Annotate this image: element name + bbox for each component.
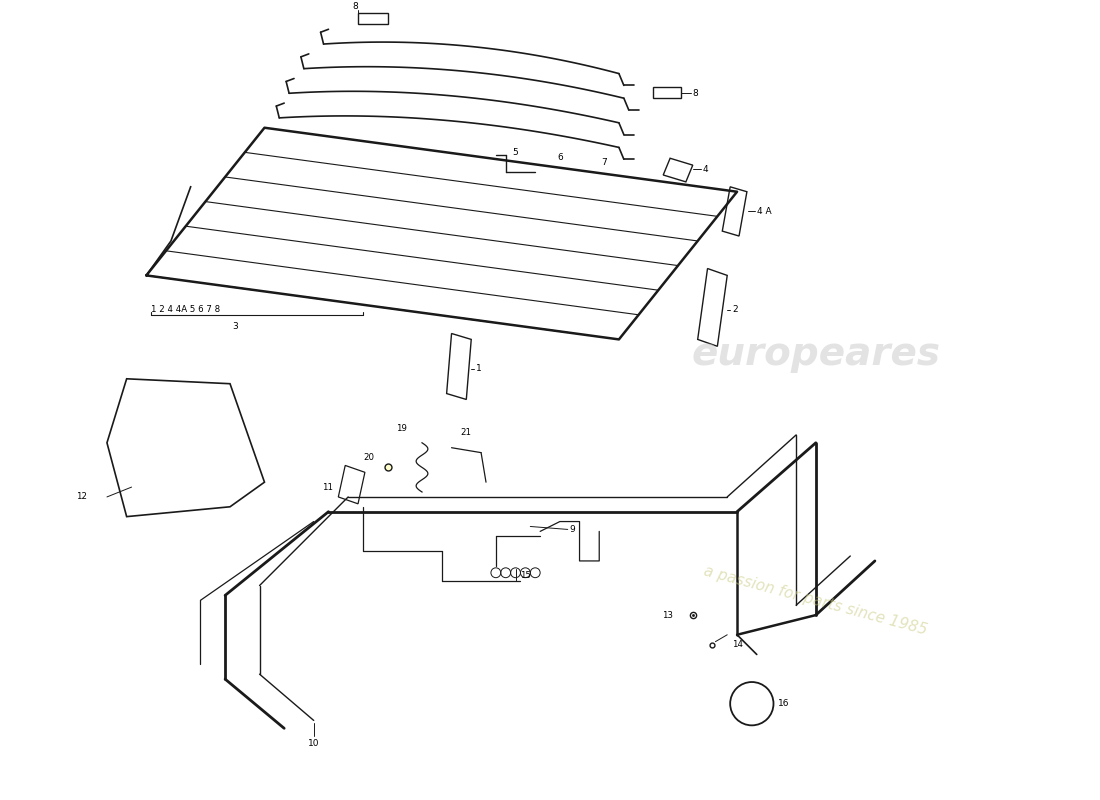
Polygon shape [447, 334, 471, 399]
Text: 9: 9 [570, 525, 575, 534]
Polygon shape [107, 378, 264, 517]
Text: 19: 19 [396, 423, 407, 433]
Text: 1: 1 [476, 365, 482, 374]
Text: 21: 21 [461, 429, 472, 438]
Text: 4 A: 4 A [757, 207, 771, 216]
Text: 12: 12 [76, 493, 87, 502]
Text: 4: 4 [703, 165, 708, 174]
Text: 16: 16 [779, 699, 790, 708]
Text: 10: 10 [308, 738, 319, 747]
Text: 11: 11 [322, 482, 333, 491]
Polygon shape [697, 269, 727, 346]
FancyBboxPatch shape [358, 13, 387, 24]
Polygon shape [723, 187, 747, 236]
Text: 13: 13 [662, 610, 673, 619]
Text: 3: 3 [232, 322, 238, 331]
Text: 1 2 4 4A 5 6 7 8: 1 2 4 4A 5 6 7 8 [152, 306, 220, 314]
Text: 5: 5 [513, 148, 518, 157]
Text: 6: 6 [557, 153, 563, 162]
Text: europeares: europeares [691, 335, 940, 373]
Polygon shape [339, 466, 365, 504]
Text: 14: 14 [733, 640, 744, 649]
Text: 15: 15 [520, 571, 531, 580]
FancyBboxPatch shape [653, 87, 681, 98]
Text: 8: 8 [352, 2, 358, 11]
Polygon shape [663, 158, 693, 182]
Text: 8: 8 [693, 89, 698, 98]
Text: 7: 7 [602, 158, 607, 166]
Text: 20: 20 [364, 453, 375, 462]
Text: 2: 2 [733, 306, 738, 314]
Text: a passion for parts since 1985: a passion for parts since 1985 [703, 563, 930, 638]
